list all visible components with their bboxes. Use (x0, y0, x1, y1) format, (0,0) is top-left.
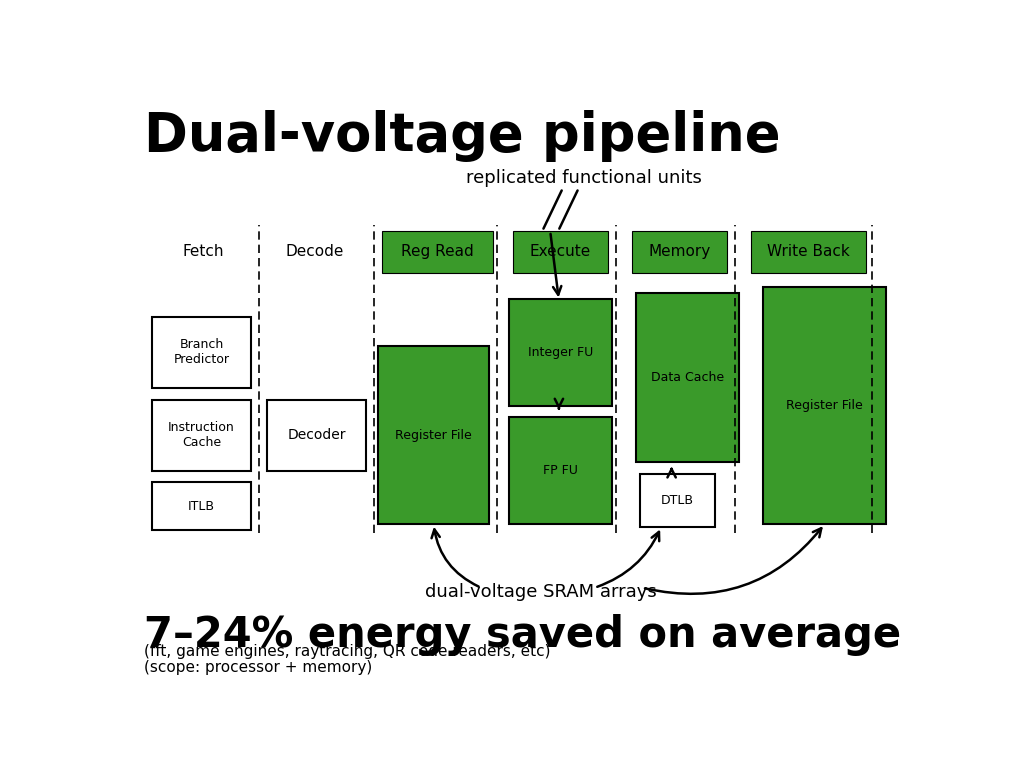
FancyBboxPatch shape (763, 287, 886, 524)
Text: dual-voltage SRAM arrays: dual-voltage SRAM arrays (425, 583, 656, 601)
FancyBboxPatch shape (632, 231, 727, 273)
Text: (scope: processor + memory): (scope: processor + memory) (143, 660, 372, 675)
Text: Fetch: Fetch (182, 244, 224, 260)
FancyBboxPatch shape (152, 317, 251, 388)
Text: Register File: Register File (395, 429, 472, 442)
FancyBboxPatch shape (640, 474, 715, 527)
Text: DTLB: DTLB (662, 494, 694, 507)
Text: Data Cache: Data Cache (651, 371, 724, 384)
FancyBboxPatch shape (152, 399, 251, 471)
Text: Dual-voltage pipeline: Dual-voltage pipeline (143, 110, 780, 162)
Text: Decode: Decode (286, 244, 344, 260)
FancyBboxPatch shape (751, 231, 866, 273)
FancyBboxPatch shape (263, 231, 367, 273)
Text: (fft, game engines, raytracing, QR code readers, etc): (fft, game engines, raytracing, QR code … (143, 644, 550, 659)
Text: Register File: Register File (786, 399, 863, 412)
Text: Decoder: Decoder (287, 428, 346, 442)
FancyBboxPatch shape (152, 231, 255, 273)
FancyBboxPatch shape (513, 231, 608, 273)
Text: ITLB: ITLB (188, 500, 215, 512)
FancyBboxPatch shape (509, 300, 612, 406)
Text: 7–24% energy saved on average: 7–24% energy saved on average (143, 614, 901, 656)
FancyBboxPatch shape (509, 418, 612, 524)
Text: Memory: Memory (648, 244, 711, 260)
FancyBboxPatch shape (382, 231, 494, 273)
FancyBboxPatch shape (636, 293, 739, 462)
Text: Branch
Predictor: Branch Predictor (173, 339, 229, 366)
FancyBboxPatch shape (152, 482, 251, 530)
Text: FP FU: FP FU (543, 464, 578, 477)
FancyBboxPatch shape (267, 399, 367, 471)
Text: Execute: Execute (529, 244, 591, 260)
Text: Instruction
Cache: Instruction Cache (168, 421, 234, 449)
FancyBboxPatch shape (378, 346, 489, 524)
Text: replicated functional units: replicated functional units (466, 169, 702, 187)
Text: Reg Read: Reg Read (401, 244, 474, 260)
Text: Write Back: Write Back (767, 244, 850, 260)
Text: Integer FU: Integer FU (528, 346, 593, 359)
